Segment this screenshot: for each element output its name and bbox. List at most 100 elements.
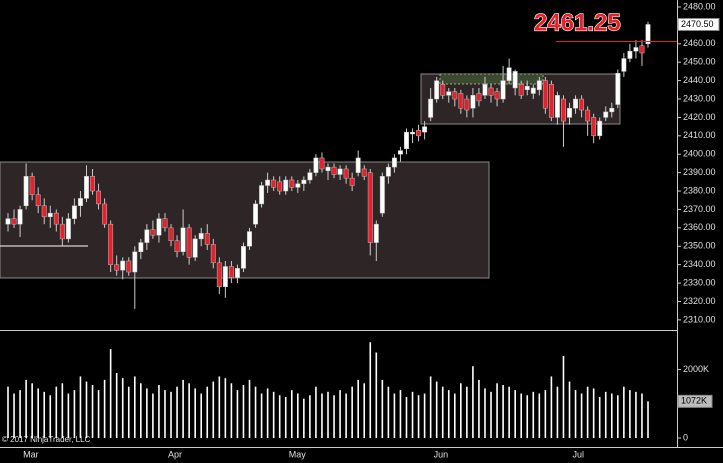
volume-bar	[623, 386, 625, 438]
candle-body	[53, 212, 59, 225]
volume-bar	[556, 386, 559, 438]
candle-body	[591, 117, 597, 137]
candle-body	[428, 98, 434, 118]
volume-bar	[490, 391, 492, 438]
volume-bar	[290, 390, 293, 438]
volume-bar	[526, 395, 529, 438]
candle-body	[585, 109, 591, 122]
volume-bar	[586, 386, 589, 438]
volume-bar	[224, 378, 227, 438]
candle-body	[639, 45, 645, 54]
volume-bar	[7, 386, 9, 438]
candle-body	[271, 179, 277, 188]
candle-body	[29, 176, 35, 195]
y-tick-label: 2400.00	[683, 149, 716, 159]
y-tick-label: 2350.00	[683, 241, 716, 251]
candle-body	[307, 172, 313, 181]
y-tick-label: 2370.00	[683, 204, 716, 214]
volume-bar	[55, 386, 58, 438]
watermark: © 2017 NinjaTrader, LLC	[2, 435, 91, 444]
volume-bar	[115, 373, 118, 438]
y-tick-label: 2320.00	[683, 296, 716, 306]
candle-body	[78, 198, 83, 207]
volume-bar	[478, 379, 480, 438]
volume-bar	[610, 393, 613, 438]
candle-body	[138, 242, 144, 253]
candle-body	[615, 73, 621, 105]
x-tick-label: May	[289, 449, 307, 459]
candle-body	[59, 223, 65, 240]
volume-bar	[236, 390, 239, 438]
volume-bar	[592, 388, 595, 438]
volume-bar	[520, 393, 523, 438]
volume-bar	[67, 393, 70, 438]
volume-bar	[188, 383, 190, 438]
candle-body	[289, 179, 295, 188]
candle-body	[114, 264, 120, 271]
y-tick-label: 2390.00	[683, 167, 716, 177]
volume-bar	[260, 393, 263, 438]
last-price-label: 2470.50	[681, 19, 714, 29]
candle-body	[506, 67, 512, 81]
candle-body	[198, 233, 204, 240]
volume-bar	[399, 390, 402, 438]
candle-body	[573, 98, 578, 109]
candle-body	[331, 166, 337, 175]
candle-body	[210, 244, 216, 264]
candle-body	[186, 227, 192, 258]
candle-body	[228, 266, 234, 278]
y-tick-label: 2480.00	[683, 1, 716, 11]
volume-bar	[544, 390, 547, 438]
volume-bar	[109, 349, 112, 438]
candle-body	[222, 266, 228, 287]
volume-bar	[158, 385, 160, 438]
volume-bar	[13, 393, 15, 438]
candle-body	[567, 107, 572, 118]
y-tick-label: 2460.00	[683, 38, 716, 48]
volume-bar	[387, 386, 390, 438]
volume-bar	[484, 388, 486, 438]
volume-bar	[574, 390, 577, 438]
candle-body	[102, 203, 108, 225]
candle-body	[204, 233, 210, 245]
candle-body	[524, 85, 530, 91]
volume-bar	[647, 401, 649, 438]
volume-bar	[303, 398, 305, 438]
candle-body	[132, 251, 138, 273]
volume-bar	[447, 390, 450, 438]
candle-body	[488, 87, 494, 96]
volume-bar	[182, 379, 184, 438]
candle-body	[530, 87, 536, 94]
volume-bar	[339, 390, 341, 438]
candle-body	[295, 183, 301, 188]
last-volume-label: 1072K	[681, 396, 707, 406]
candle-body	[247, 231, 252, 247]
candle-body	[234, 268, 240, 278]
candle-body	[440, 84, 446, 96]
candle-body	[108, 223, 114, 265]
candle-body	[180, 227, 186, 253]
candle-body	[452, 91, 458, 100]
volume-bar	[140, 383, 142, 438]
candle-body	[71, 205, 77, 219]
candle-body	[156, 218, 162, 236]
candle-body	[47, 212, 53, 218]
volume-bar	[278, 395, 281, 438]
volume-bar	[550, 376, 553, 438]
volume-bar	[133, 376, 136, 438]
x-tick-label: Jun	[434, 449, 449, 459]
volume-bar	[562, 355, 565, 438]
last-volume-marker	[677, 394, 713, 408]
y-tick-label: 2380.00	[683, 185, 716, 195]
volume-bar	[423, 393, 426, 438]
volume-bar	[369, 342, 372, 438]
volume-bar	[502, 385, 504, 438]
candle-body	[265, 179, 271, 186]
candle-body	[301, 179, 307, 184]
volume-bar	[460, 383, 462, 438]
volume-bar	[441, 386, 444, 438]
y-tick-label: 0	[683, 432, 688, 442]
volume-bar	[254, 386, 257, 438]
volume-bar	[73, 390, 76, 438]
